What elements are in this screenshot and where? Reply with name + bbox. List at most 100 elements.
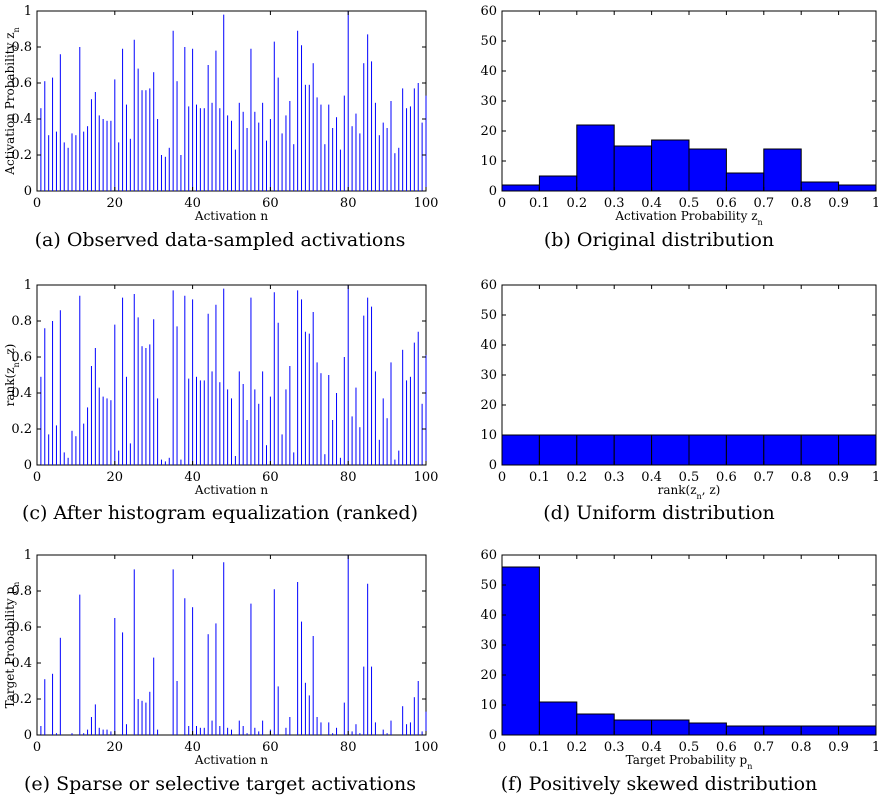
histogram-bar [838, 725, 877, 736]
x-tick-label: 0.2 [566, 196, 587, 211]
x-tick-label: 80 [340, 740, 357, 755]
x-axis-label: Target Probability pn [626, 753, 753, 771]
x-tick-label: 0.6 [716, 740, 737, 755]
y-tick-label: 0.8 [11, 584, 32, 599]
x-tick-label: 0 [498, 196, 506, 211]
histogram-bar [838, 184, 877, 192]
x-tick-label: 0 [33, 470, 41, 485]
y-tick-label: 50 [480, 308, 497, 323]
x-tick-label: 0.5 [679, 196, 700, 211]
x-tick-label: 0.2 [566, 740, 587, 755]
x-tick-label: 100 [414, 740, 439, 755]
histogram-bar [688, 148, 727, 192]
x-axis-label: Activation n [194, 483, 268, 497]
y-tick-label: 0.8 [11, 40, 32, 55]
x-tick-label: 20 [107, 470, 124, 485]
y-tick-label: 60 [480, 278, 497, 293]
x-axis-label: Activation n [194, 209, 268, 223]
x-tick-label: 0.8 [791, 196, 812, 211]
x-tick-label: 0.3 [604, 470, 625, 485]
histogram-bar [576, 124, 615, 192]
y-tick-label: 50 [480, 578, 497, 593]
histogram-bar [651, 719, 690, 736]
y-tick-label: 30 [480, 94, 497, 109]
x-tick-label: 0.1 [529, 196, 550, 211]
histogram-bar [576, 713, 615, 736]
x-tick-label: 0.5 [679, 470, 700, 485]
y-tick-label: 0.2 [11, 422, 32, 437]
x-tick-label: 0.8 [791, 740, 812, 755]
y-tick-label: 40 [480, 64, 497, 79]
x-tick-label: 0.3 [604, 740, 625, 755]
y-tick-label: 0.6 [11, 620, 32, 635]
y-tick-label: 10 [480, 154, 497, 169]
histogram-bar [838, 434, 877, 466]
histogram-bar [613, 719, 653, 736]
y-tick-label: 20 [480, 398, 497, 413]
x-axis-label: Activation n [194, 753, 268, 767]
chart-f: 0 0.1 0.2 0.3 0.4 0.5 0.6 0.7 0.8 0.9 101020304050… [480, 548, 878, 771]
y-tick-label: 0.4 [11, 386, 32, 401]
chart-e: 0 20 40 60 80 100 0 0.2 0.4 0.6 0.8 1 Activation n Ta… [3, 548, 438, 767]
y-tick-label: 40 [480, 608, 497, 623]
x-tick-label: 60 [262, 740, 279, 755]
x-tick-label: 0.7 [753, 740, 774, 755]
y-tick-label: 1 [24, 548, 32, 563]
caption-f: (f) Positively skewed distribution [500, 773, 818, 795]
y-tick-label: 10 [480, 428, 497, 443]
x-tick-label: 0.9 [828, 740, 849, 755]
x-tick-label: 80 [340, 470, 357, 485]
caption-b: (b) Original distribution [543, 229, 775, 251]
y-tick-label: 0.2 [11, 692, 32, 707]
x-tick-label: 0.7 [753, 196, 774, 211]
y-tick-label: 60 [480, 548, 497, 563]
y-tick-label: 0 [24, 458, 32, 473]
y-tick-label: 0 [24, 184, 32, 199]
histogram-bar [538, 175, 578, 192]
x-tick-label: 60 [262, 470, 279, 485]
x-tick-label: 40 [184, 196, 201, 211]
histogram-bar [501, 434, 540, 466]
x-tick-label: 0.6 [716, 470, 737, 485]
y-tick-label: 0.8 [11, 314, 32, 329]
histogram-bar [725, 172, 765, 192]
histogram-bar [763, 725, 802, 736]
caption-a: (a) Observed data-sampled activations [34, 229, 406, 251]
histogram-bar [688, 722, 727, 736]
caption-d: (d) Uniform distribution [543, 502, 775, 524]
y-axis-label: Activation Probability zn [3, 27, 21, 175]
y-tick-label: 0.4 [11, 112, 32, 127]
x-tick-label: 0.4 [641, 196, 662, 211]
histogram-bar [501, 566, 540, 736]
x-tick-label: 0.5 [679, 740, 700, 755]
histogram-bar [800, 725, 840, 736]
x-tick-label: 0.9 [828, 196, 849, 211]
x-tick-label: 20 [107, 196, 124, 211]
x-tick-label: 0.2 [566, 470, 587, 485]
histogram-bar [538, 434, 578, 466]
y-tick-label: 30 [480, 368, 497, 383]
x-tick-label: 0 [498, 740, 506, 755]
x-tick-label: 40 [184, 740, 201, 755]
histogram-bar [688, 434, 727, 466]
caption-e: (e) Sparse or selective target activatio… [24, 773, 416, 795]
y-axis-label: Target Probability pn [3, 582, 21, 709]
histogram-bar [800, 181, 840, 192]
y-tick-label: 1 [24, 278, 32, 293]
x-tick-label: 0.1 [529, 470, 550, 485]
histogram-bar [501, 184, 540, 192]
histogram-bar [763, 148, 802, 192]
x-tick-label: 1 [872, 470, 878, 485]
chart-b: 0 0.1 0.2 0.3 0.4 0.5 0.6 0.7 0.8 0.9 101020304050… [480, 4, 878, 227]
histogram-bar [613, 145, 653, 192]
x-tick-label: 0.9 [828, 470, 849, 485]
x-tick-label: 0.7 [753, 470, 774, 485]
x-tick-label: 0.6 [716, 196, 737, 211]
x-tick-label: 100 [414, 196, 439, 211]
x-axis-label: Activation Probability zn [614, 209, 762, 227]
y-tick-label: 10 [480, 698, 497, 713]
chart-d: 0 0.1 0.2 0.3 0.4 0.5 0.6 0.7 0.8 0.9 101020304050… [480, 278, 878, 501]
x-axis-label: rank(zn, z) [658, 483, 721, 501]
histogram-bar [613, 434, 653, 466]
